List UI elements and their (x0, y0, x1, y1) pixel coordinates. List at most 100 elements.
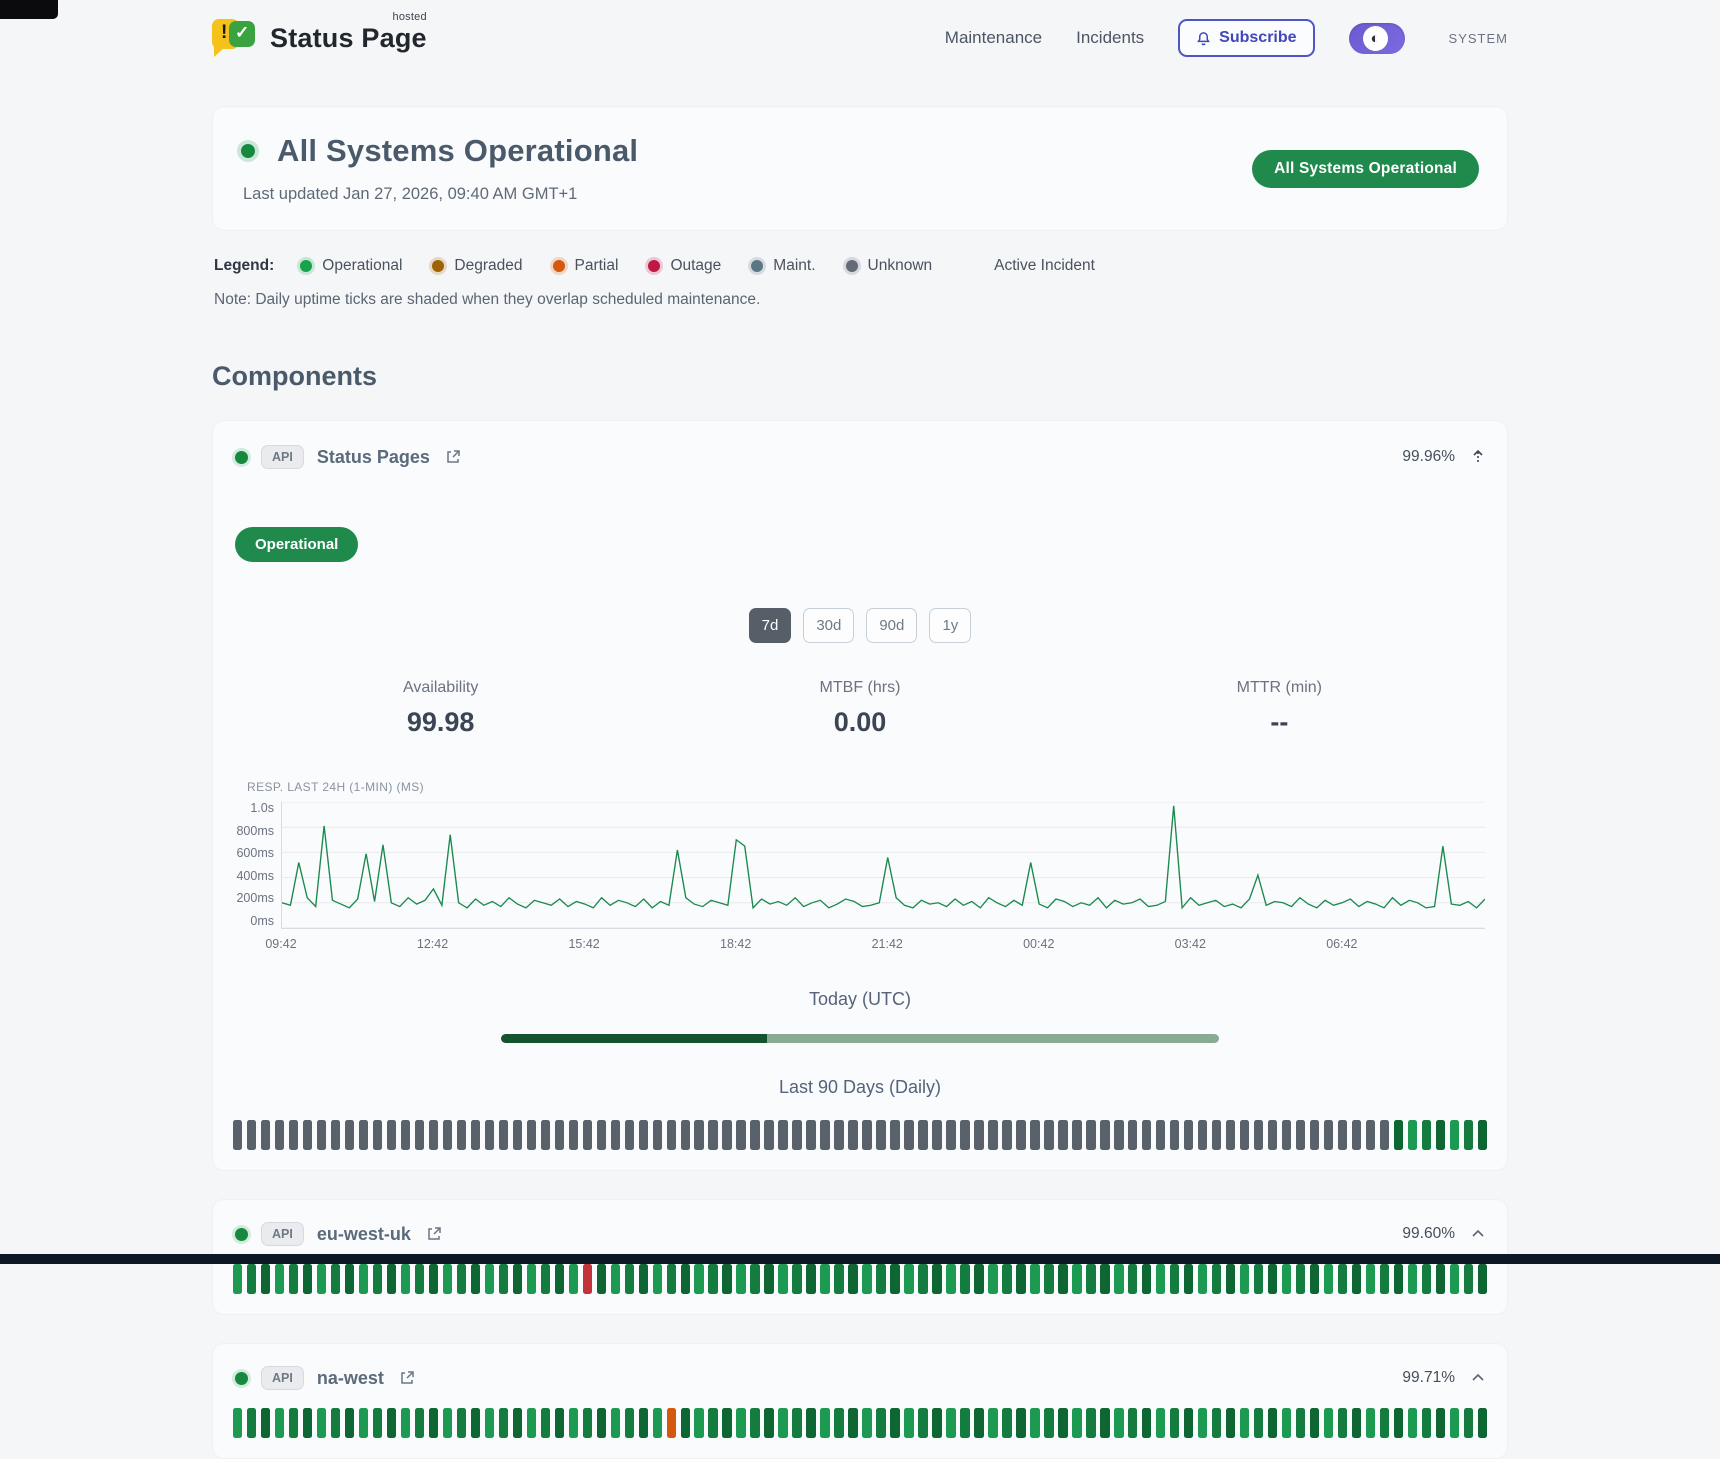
uptime-tick[interactable] (498, 1120, 509, 1150)
uptime-tick[interactable] (750, 1120, 760, 1150)
uptime-tick[interactable] (638, 1264, 649, 1294)
uptime-tick[interactable] (1002, 1264, 1012, 1294)
uptime-tick[interactable] (1267, 1408, 1278, 1438)
uptime-tick[interactable] (554, 1264, 565, 1294)
uptime-tick[interactable] (540, 1120, 551, 1150)
uptime-tick[interactable] (1421, 1120, 1432, 1150)
uptime-tick[interactable] (610, 1408, 621, 1438)
uptime-tick[interactable] (652, 1408, 663, 1438)
uptime-tick[interactable] (680, 1408, 690, 1438)
uptime-tick[interactable] (512, 1120, 523, 1150)
uptime-tick[interactable] (1449, 1264, 1460, 1294)
uptime-tick[interactable] (302, 1264, 313, 1294)
uptime-tick[interactable] (778, 1120, 788, 1150)
uptime-tick[interactable] (316, 1120, 327, 1150)
uptime-tick[interactable] (288, 1120, 299, 1150)
uptime-tick[interactable] (904, 1120, 914, 1150)
uptime-tick[interactable] (246, 1408, 257, 1438)
uptime-tick[interactable] (890, 1264, 900, 1294)
uptime-tick[interactable] (358, 1264, 369, 1294)
uptime-tick[interactable] (1351, 1120, 1362, 1150)
uptime-tick[interactable] (1100, 1264, 1110, 1294)
uptime-tick[interactable] (1114, 1264, 1124, 1294)
uptime-tick[interactable] (512, 1264, 523, 1294)
uptime-tick[interactable] (1337, 1120, 1348, 1150)
uptime-tick[interactable] (1155, 1120, 1166, 1150)
uptime-tick[interactable] (442, 1408, 453, 1438)
uptime-tick[interactable] (610, 1120, 621, 1150)
uptime-tick[interactable] (1044, 1408, 1054, 1438)
uptime-tick[interactable] (1323, 1408, 1334, 1438)
uptime-tick[interactable] (932, 1120, 942, 1150)
uptime-tick[interactable] (946, 1408, 956, 1438)
uptime-tick[interactable] (806, 1120, 816, 1150)
uptime-tick[interactable] (722, 1120, 732, 1150)
uptime-tick[interactable] (1128, 1264, 1138, 1294)
uptime-tick[interactable] (1239, 1264, 1250, 1294)
uptime-tick[interactable] (1225, 1408, 1236, 1438)
uptime-tick[interactable] (582, 1120, 593, 1150)
uptime-tick[interactable] (1141, 1120, 1152, 1150)
uptime-tick[interactable] (806, 1408, 816, 1438)
uptime-tick[interactable] (568, 1408, 579, 1438)
uptime-tick[interactable] (1225, 1264, 1236, 1294)
uptime-tick[interactable] (400, 1264, 411, 1294)
uptime-tick[interactable] (470, 1264, 481, 1294)
uptime-tick[interactable] (1169, 1120, 1180, 1150)
uptime-tick[interactable] (1239, 1120, 1250, 1150)
uptime-tick[interactable] (694, 1408, 704, 1438)
uptime-tick[interactable] (890, 1408, 900, 1438)
uptime-tick[interactable] (820, 1264, 830, 1294)
uptime-tick[interactable] (512, 1408, 523, 1438)
uptime-tick[interactable] (316, 1408, 327, 1438)
range-button-1y[interactable]: 1y (929, 608, 972, 643)
uptime-tick[interactable] (652, 1264, 663, 1294)
uptime-tick[interactable] (596, 1264, 607, 1294)
uptime-tick[interactable] (848, 1264, 858, 1294)
uptime-tick[interactable] (554, 1120, 565, 1150)
uptime-tick[interactable] (862, 1120, 872, 1150)
uptime-tick[interactable] (1169, 1408, 1180, 1438)
uptime-tick[interactable] (1183, 1264, 1194, 1294)
chevron-up-icon[interactable] (1471, 1370, 1485, 1386)
uptime-tick[interactable] (484, 1120, 495, 1150)
uptime-tick[interactable] (1086, 1120, 1096, 1150)
uptime-tick[interactable] (820, 1120, 830, 1150)
uptime-tick[interactable] (1086, 1264, 1096, 1294)
uptime-tick[interactable] (358, 1120, 369, 1150)
uptime-tick[interactable] (1393, 1120, 1404, 1150)
uptime-tick[interactable] (988, 1264, 998, 1294)
uptime-tick[interactable] (792, 1120, 802, 1150)
uptime-tick[interactable] (722, 1408, 732, 1438)
uptime-tick[interactable] (764, 1120, 774, 1150)
uptime-tick[interactable] (708, 1264, 718, 1294)
external-link-icon[interactable] (399, 1370, 415, 1386)
uptime-tick[interactable] (1155, 1264, 1166, 1294)
uptime-tick[interactable] (890, 1120, 900, 1150)
uptime-tick[interactable] (302, 1120, 313, 1150)
uptime-tick[interactable] (848, 1120, 858, 1150)
uptime-tick[interactable] (1114, 1120, 1124, 1150)
uptime-tick[interactable] (1058, 1120, 1068, 1150)
uptime-tick[interactable] (400, 1408, 411, 1438)
uptime-tick[interactable] (624, 1264, 635, 1294)
uptime-tick[interactable] (1183, 1120, 1194, 1150)
uptime-tick[interactable] (1463, 1408, 1474, 1438)
uptime-tick[interactable] (1141, 1408, 1152, 1438)
uptime-tick[interactable] (1295, 1120, 1306, 1150)
uptime-tick[interactable] (1435, 1264, 1446, 1294)
uptime-tick[interactable] (1100, 1408, 1110, 1438)
uptime-tick[interactable] (1253, 1120, 1264, 1150)
uptime-tick[interactable] (708, 1120, 718, 1150)
uptime-tick[interactable] (666, 1408, 676, 1438)
uptime-tick[interactable] (246, 1264, 257, 1294)
uptime-tick[interactable] (260, 1408, 271, 1438)
uptime-tick[interactable] (1435, 1408, 1446, 1438)
uptime-tick[interactable] (288, 1408, 299, 1438)
uptime-tick[interactable] (1365, 1408, 1376, 1438)
uptime-tick[interactable] (834, 1408, 844, 1438)
uptime-tick[interactable] (834, 1120, 844, 1150)
uptime-tick[interactable] (988, 1120, 998, 1150)
uptime-tick[interactable] (610, 1264, 621, 1294)
uptime-tick[interactable] (233, 1120, 243, 1150)
